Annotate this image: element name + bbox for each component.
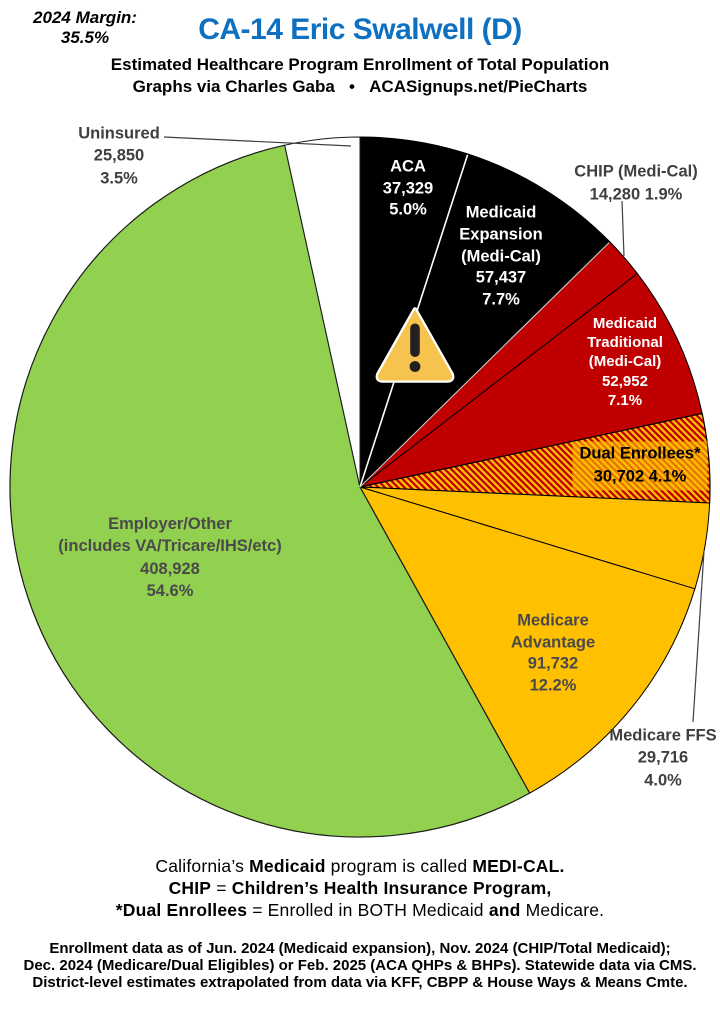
slice-label-line: ACA	[390, 157, 426, 176]
pie-slice-medicaid_traditional[interactable]	[359, 273, 703, 488]
bullet-separator: •	[349, 77, 355, 96]
source-note-line: Enrollment data as of Jun. 2024 (Medicai…	[49, 940, 671, 957]
slice-label-medicaid_traditional: Medicaid Traditional (Medi-Cal) 52,952 7.1%	[587, 314, 663, 410]
slice-label-line: 14,280 1.9%	[589, 185, 683, 203]
pie-slice-medicaid_expansion[interactable]	[359, 153, 611, 488]
slice-label-line: 91,732	[527, 655, 579, 673]
slice-label-line: Medicaid	[465, 203, 537, 222]
page-subtitle: Estimated Healthcare Program Enrollment …	[110, 55, 610, 74]
slice-label-uninsured: Uninsured 25,850 3.5%	[78, 122, 160, 189]
pie-wedges	[9, 136, 711, 838]
slice-label-line: 3.5%	[100, 169, 138, 188]
margin-value: 35.5%	[60, 28, 110, 47]
slice-label-line: CHIP (Medi-Cal)	[574, 162, 698, 181]
slice-label-line: 29,716	[637, 748, 689, 767]
slice-label-line: Medicare FFS	[609, 726, 717, 745]
slice-label-line: 7.7%	[482, 290, 520, 309]
slice-label-line: 37,329	[382, 179, 434, 198]
slice-label-line: Advantage	[510, 633, 596, 652]
warning-triangle-icon	[375, 307, 455, 383]
slice-label-line: 52,952	[602, 372, 648, 390]
margin-note: 2024 Margin: 35.5%	[10, 8, 160, 48]
slice-label-line: 12.2%	[529, 676, 577, 695]
page-title: CA-14 Eric Swalwell (D)	[198, 13, 522, 46]
footnote-line: California’s Medicaid program is called …	[155, 856, 565, 876]
slice-label-line: (Medi-Cal)	[588, 353, 662, 371]
leader-line	[163, 136, 352, 147]
slice-label-line: 7.1%	[607, 391, 643, 409]
slice-label-line: 4.0%	[644, 771, 682, 790]
byline: Graphs via Charles Gaba • ACASignups.net…	[0, 76, 720, 98]
footnote-line: *Dual Enrollees = Enrolled in BOTH Medic…	[115, 900, 605, 920]
footnote-definitions: California’s Medicaid program is called …	[0, 855, 720, 921]
slice-label-line: 408,928	[140, 560, 200, 578]
slice-label-dual_enrollees: Dual Enrollees* 30,702 4.1%	[572, 441, 708, 491]
footnote-sources: Enrollment data as of Jun. 2024 (Medicai…	[0, 940, 720, 991]
slice-label-line: Expansion	[459, 225, 543, 244]
pie-slice-uninsured[interactable]	[284, 136, 361, 488]
slice-label-line: 30,702 4.1%	[593, 467, 687, 485]
pie-slice-employer_other[interactable]	[9, 144, 531, 838]
byline-author: Graphs via Charles Gaba	[132, 77, 335, 96]
leader-line	[692, 550, 705, 723]
slice-label-line: Uninsured	[78, 124, 160, 143]
slice-label-line: 25,850	[93, 146, 145, 165]
slice-label-line: 54.6%	[146, 582, 194, 601]
label-leader-lines	[163, 136, 705, 723]
slice-label-employer_other: Employer/Other (includes VA/Tricare/IHS/e…	[58, 513, 281, 603]
slice-label-line: 57,437	[475, 268, 527, 287]
source-note-line: Dec. 2024 (Medicare/Dual Eligibles) or F…	[23, 957, 697, 974]
slice-label-medicare_advantage: Medicare Advantage 91,732 12.2%	[511, 611, 595, 698]
footnote-line: CHIP = Children’s Health Insurance Progr…	[168, 878, 552, 898]
slice-label-chip: CHIP (Medi-Cal) 14,280 1.9%	[574, 161, 697, 206]
slice-label-medicaid_expansion: Medicaid Expansion (Medi-Cal) 57,437 7.7%	[459, 203, 542, 312]
slice-label-line: (Medi-Cal)	[461, 247, 541, 266]
pie-slice-medicare_advantage[interactable]	[359, 486, 696, 794]
leader-line	[621, 200, 625, 257]
slice-label-line: Traditional	[587, 334, 663, 352]
wedge-divider-line	[359, 242, 610, 488]
slice-label-aca: ACA 37,329 5.0%	[383, 156, 433, 221]
slice-label-medicare_ffs: Medicare FFS 29,716 4.0%	[609, 724, 716, 791]
slice-label-line: 5.0%	[389, 200, 427, 219]
byline-site: ACASignups.net/PieCharts	[369, 77, 588, 96]
slice-label-line: Dual Enrollees*	[579, 444, 701, 463]
slice-label-line: Employer/Other	[108, 515, 232, 534]
slice-label-line: Medicare	[517, 611, 589, 630]
source-note-line: District-level estimates extrapolated fr…	[32, 974, 688, 991]
slice-label-line: (includes VA/Tricare/IHS/etc)	[58, 537, 282, 556]
slice-label-line: Medicaid	[592, 314, 658, 332]
margin-label: 2024 Margin:	[33, 8, 137, 27]
